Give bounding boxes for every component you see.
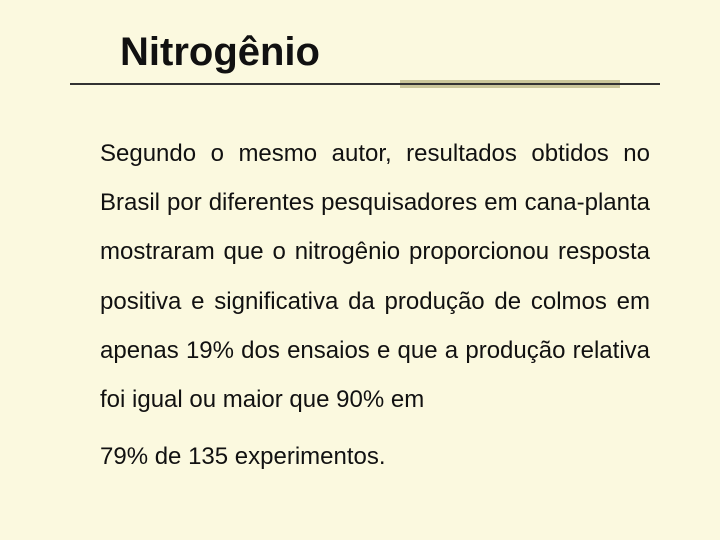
slide-container: Nitrogênio Segundo o mesmo autor, result… bbox=[0, 0, 720, 540]
title-row: Nitrogênio bbox=[70, 30, 660, 75]
divider-line bbox=[70, 83, 660, 85]
slide-title: Nitrogênio bbox=[70, 30, 660, 75]
title-divider bbox=[70, 83, 660, 89]
slide-body: Segundo o mesmo autor, resultados obtido… bbox=[70, 129, 660, 481]
body-main-text: Segundo o mesmo autor, resultados obtido… bbox=[100, 140, 650, 413]
body-last-line: 79% de 135 experimentos. bbox=[100, 432, 650, 481]
